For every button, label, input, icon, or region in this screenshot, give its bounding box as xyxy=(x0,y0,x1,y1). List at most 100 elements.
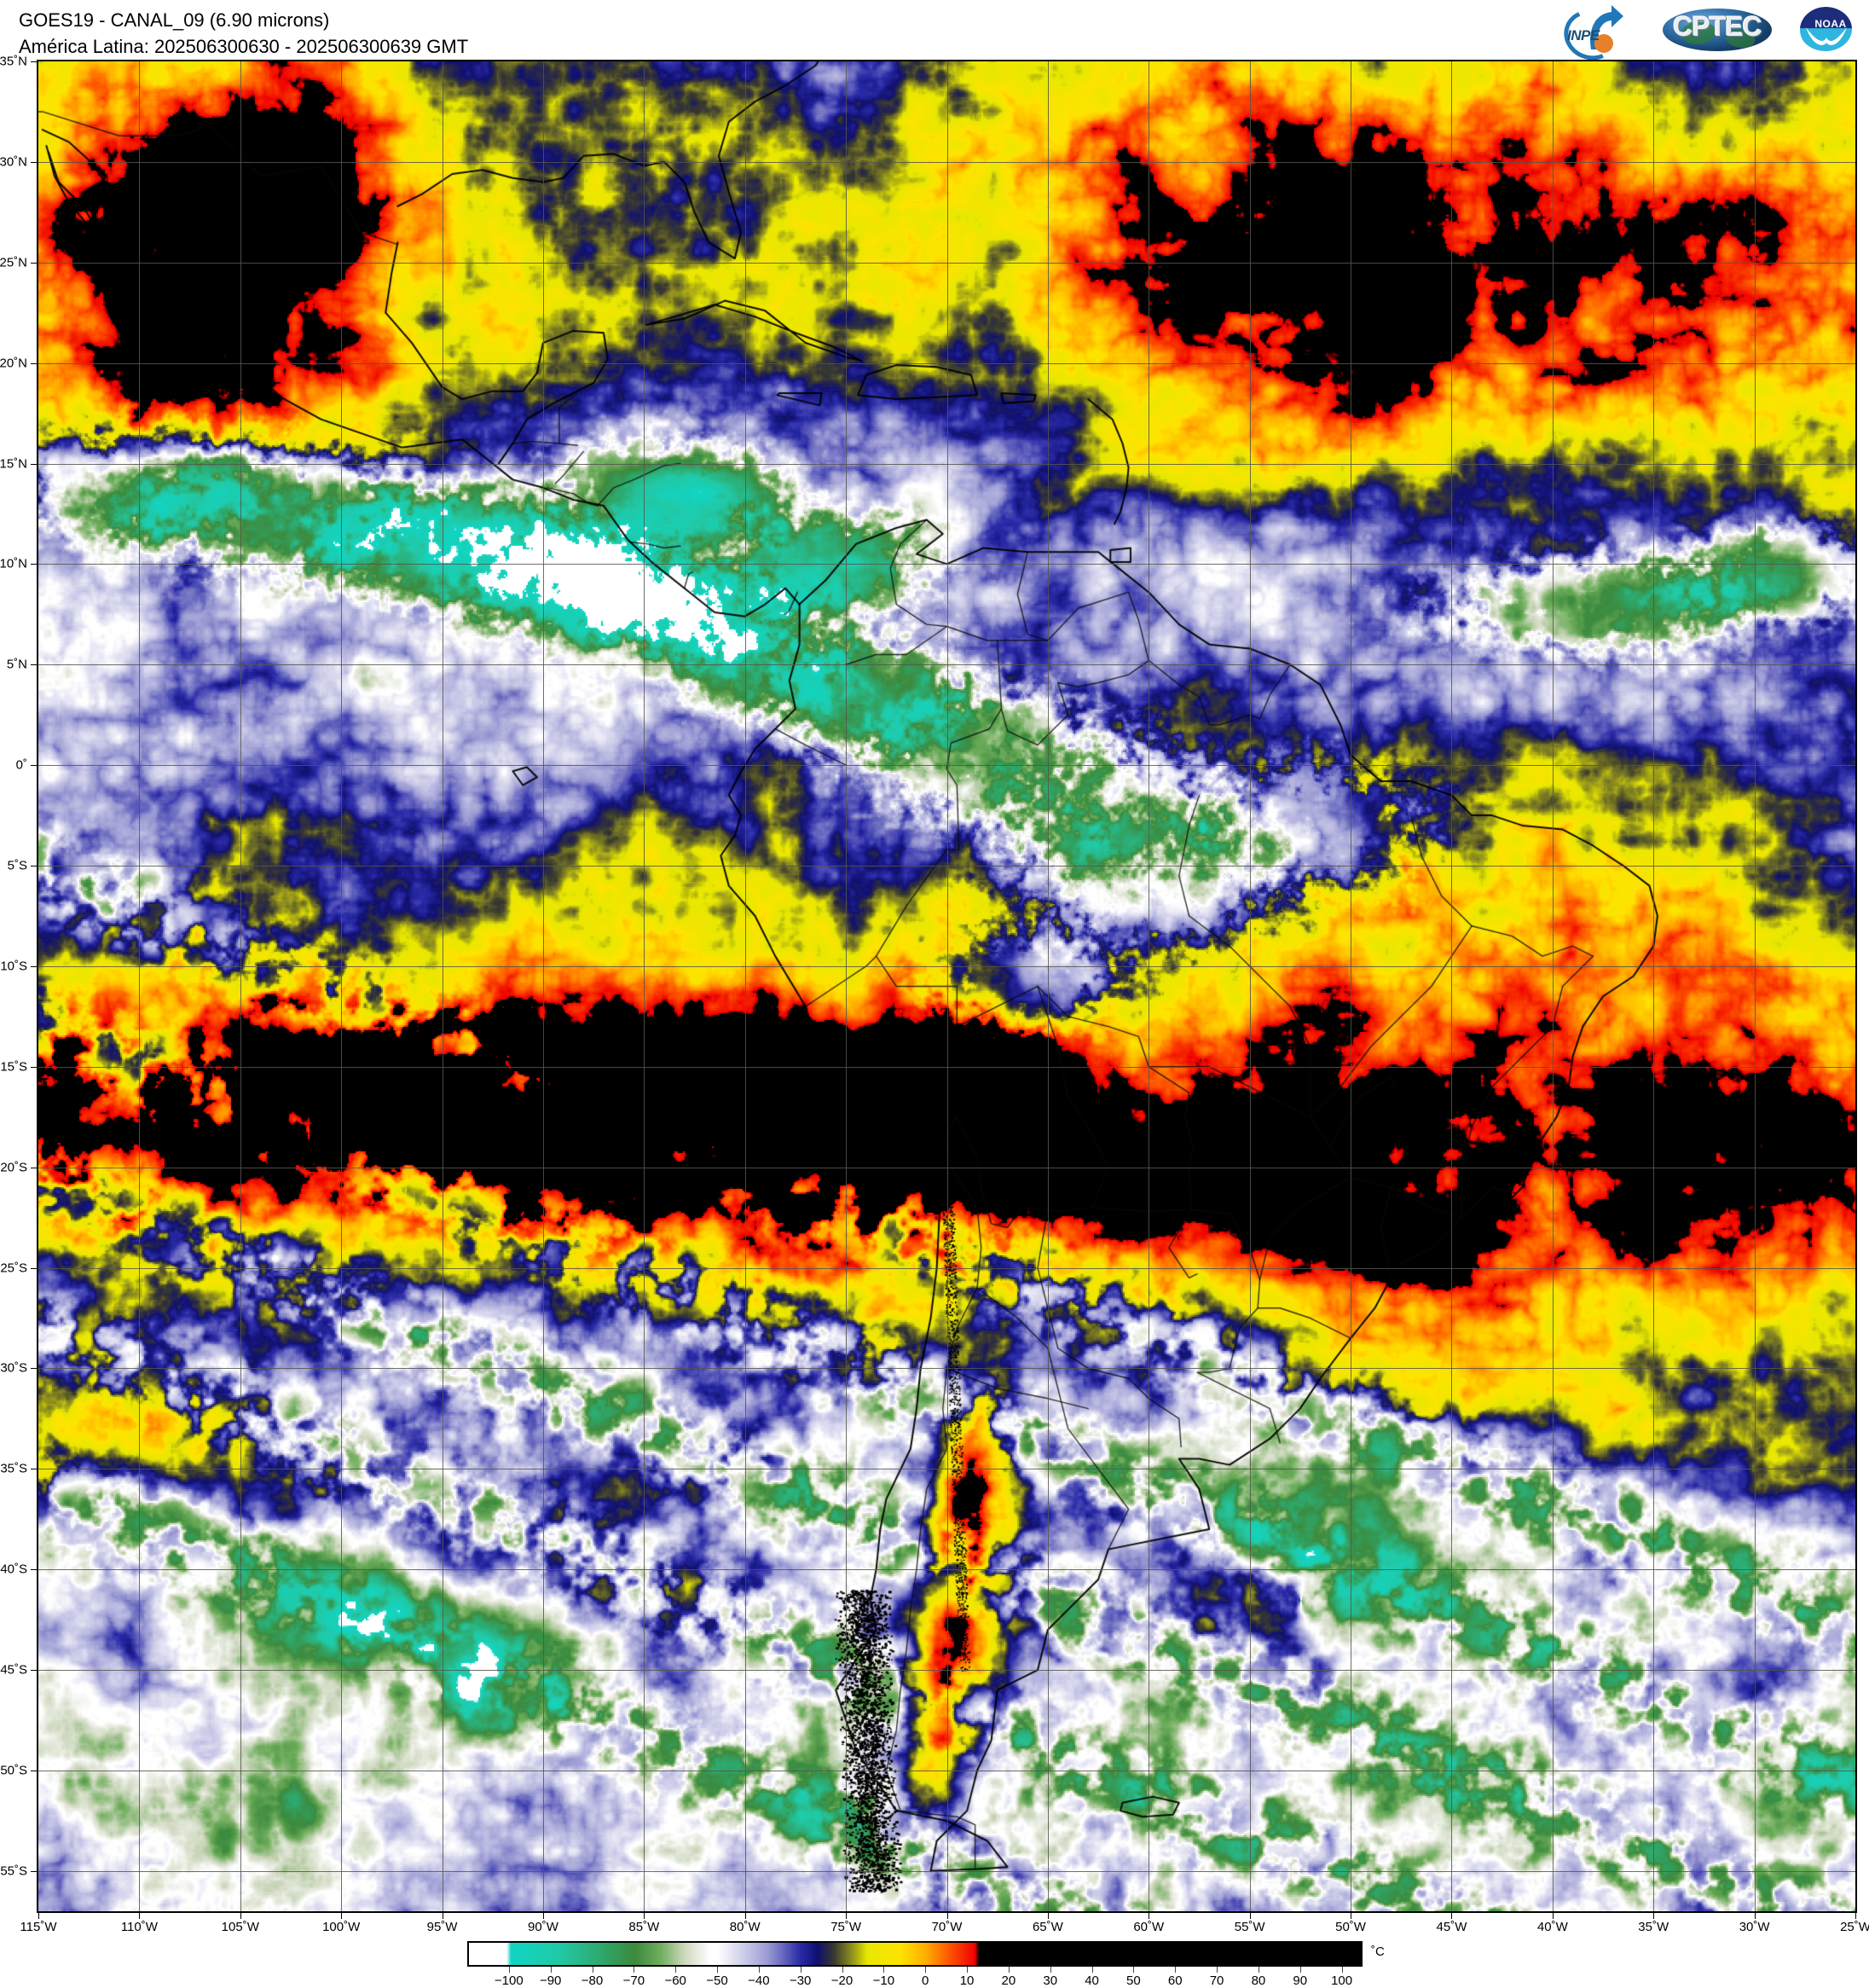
noaa-logo: NOAA xyxy=(1796,3,1857,56)
x-axis-label: 75˚W xyxy=(816,1920,876,1934)
y-axis-label: 5˚N xyxy=(0,658,27,672)
x-axis-label: 85˚W xyxy=(614,1920,674,1934)
colorbar-tick xyxy=(1050,1967,1051,1973)
y-axis-label: 55˚S xyxy=(0,1863,27,1878)
colorbar-tick xyxy=(1009,1967,1010,1973)
x-axis-tick xyxy=(1755,1913,1756,1919)
x-axis-tick xyxy=(947,1913,948,1919)
colorbar-tick xyxy=(925,1967,926,1973)
colorbar-tick xyxy=(1133,1967,1134,1973)
x-axis-tick xyxy=(1855,1913,1856,1919)
x-axis-label: 90˚W xyxy=(513,1920,573,1934)
colorbar-unit-label: ˚C xyxy=(1371,1945,1385,1959)
y-axis-label: 5˚S xyxy=(0,859,27,873)
y-axis-label: 15˚S xyxy=(0,1059,27,1074)
x-axis-label: 65˚W xyxy=(1018,1920,1078,1934)
y-axis-label: 35˚N xyxy=(0,55,27,69)
x-axis-label: 25˚W xyxy=(1826,1920,1869,1934)
logo-group: INPE CPTEC NOAA xyxy=(1560,2,1857,58)
inpe-logo-text: INPE xyxy=(1567,27,1600,44)
colorbar-tick xyxy=(551,1967,552,1973)
x-axis-label: 30˚W xyxy=(1725,1920,1785,1934)
y-axis-label: 35˚S xyxy=(0,1462,27,1476)
y-axis-label: 20˚N xyxy=(0,356,27,370)
x-axis-label: 115˚W xyxy=(9,1920,68,1934)
y-axis-tick xyxy=(31,765,37,766)
x-axis-label: 95˚W xyxy=(413,1920,472,1934)
x-axis-label: 40˚W xyxy=(1523,1920,1583,1934)
x-axis-tick xyxy=(139,1913,140,1919)
colorbar-tick xyxy=(1300,1967,1301,1973)
y-axis-label: 10˚S xyxy=(0,959,27,973)
colorbar-tick xyxy=(1217,1967,1218,1973)
x-axis-tick xyxy=(644,1913,645,1919)
x-axis-tick xyxy=(1653,1913,1654,1919)
y-axis-label: 50˚S xyxy=(0,1763,27,1777)
y-axis-tick xyxy=(31,1268,37,1269)
x-axis-tick xyxy=(846,1913,847,1919)
y-axis-label: 30˚S xyxy=(0,1361,27,1376)
y-axis-label: 15˚N xyxy=(0,456,27,471)
x-axis-tick xyxy=(1553,1913,1554,1919)
y-axis-tick xyxy=(31,1569,37,1570)
y-axis-label: 0˚ xyxy=(0,758,27,773)
region-timestamp: América Latina: 202506300630 - 202506300… xyxy=(19,33,468,60)
y-axis-tick xyxy=(31,564,37,565)
x-axis-label: 80˚W xyxy=(715,1920,775,1934)
y-axis-tick xyxy=(31,1067,37,1068)
x-axis-label: 35˚W xyxy=(1623,1920,1683,1934)
x-axis-tick xyxy=(543,1913,544,1919)
x-axis-label: 50˚W xyxy=(1321,1920,1380,1934)
y-axis-tick xyxy=(31,464,37,465)
y-axis-label: 25˚N xyxy=(0,255,27,270)
x-axis-label: 70˚W xyxy=(917,1920,977,1934)
colorbar-tick xyxy=(1175,1967,1176,1973)
title-block: GOES19 - CANAL_09 (6.90 microns) América… xyxy=(19,7,468,60)
colorbar-tick xyxy=(675,1967,676,1973)
x-axis-tick xyxy=(240,1913,241,1919)
y-axis-tick xyxy=(31,1871,37,1872)
colorbar-tick xyxy=(759,1967,760,1973)
x-axis-label: 45˚W xyxy=(1421,1920,1481,1934)
y-axis-label: 45˚S xyxy=(0,1663,27,1678)
y-axis-tick xyxy=(31,263,37,264)
cptec-logo-text: CPTEC xyxy=(1658,11,1777,43)
colorbar-tick xyxy=(717,1967,718,1973)
inpe-logo: INPE xyxy=(1560,3,1639,56)
satellite-map[interactable] xyxy=(37,60,1857,1913)
product-title: GOES19 - CANAL_09 (6.90 microns) xyxy=(19,7,468,33)
y-axis-tick xyxy=(31,966,37,967)
colorbar-tick-label: 100 xyxy=(1316,1974,1368,1988)
colorbar-tick xyxy=(1092,1967,1093,1973)
y-axis-tick xyxy=(31,162,37,163)
y-axis-label: 40˚S xyxy=(0,1562,27,1577)
x-axis-label: 110˚W xyxy=(109,1920,169,1934)
x-axis-label: 55˚W xyxy=(1220,1920,1280,1934)
colorbar-tick xyxy=(967,1967,968,1973)
x-axis-tick xyxy=(1250,1913,1251,1919)
y-axis-tick xyxy=(31,363,37,364)
y-axis-tick xyxy=(31,1670,37,1671)
x-axis-label: 100˚W xyxy=(311,1920,371,1934)
x-axis-tick xyxy=(745,1913,746,1919)
y-axis-label: 10˚N xyxy=(0,557,27,571)
colorbar-gradient xyxy=(467,1941,1363,1967)
noaa-rim-icon xyxy=(1797,4,1855,54)
y-axis-label: 25˚S xyxy=(0,1261,27,1275)
header-bar: GOES19 - CANAL_09 (6.90 microns) América… xyxy=(0,0,1869,60)
x-axis-tick xyxy=(1451,1913,1452,1919)
y-axis-tick xyxy=(31,664,37,665)
colorbar-tick xyxy=(509,1967,510,1973)
colorbar-tick xyxy=(842,1967,843,1973)
x-axis-label: 105˚W xyxy=(211,1920,270,1934)
colorbar-tick xyxy=(1342,1967,1343,1973)
satellite-image-canvas xyxy=(38,61,1855,1911)
colorbar: −100 −90 −80 −70 −60 −50 −40 −30 −20 −10 0 10 20 30 40… xyxy=(467,1941,1363,1967)
y-axis-tick xyxy=(31,61,37,62)
x-axis-label: 60˚W xyxy=(1119,1920,1178,1934)
y-axis-label: 20˚S xyxy=(0,1160,27,1174)
y-axis-label: 30˚N xyxy=(0,154,27,169)
x-axis-tick xyxy=(1048,1913,1049,1919)
colorbar-tick xyxy=(883,1967,884,1973)
y-axis-tick xyxy=(31,1368,37,1369)
